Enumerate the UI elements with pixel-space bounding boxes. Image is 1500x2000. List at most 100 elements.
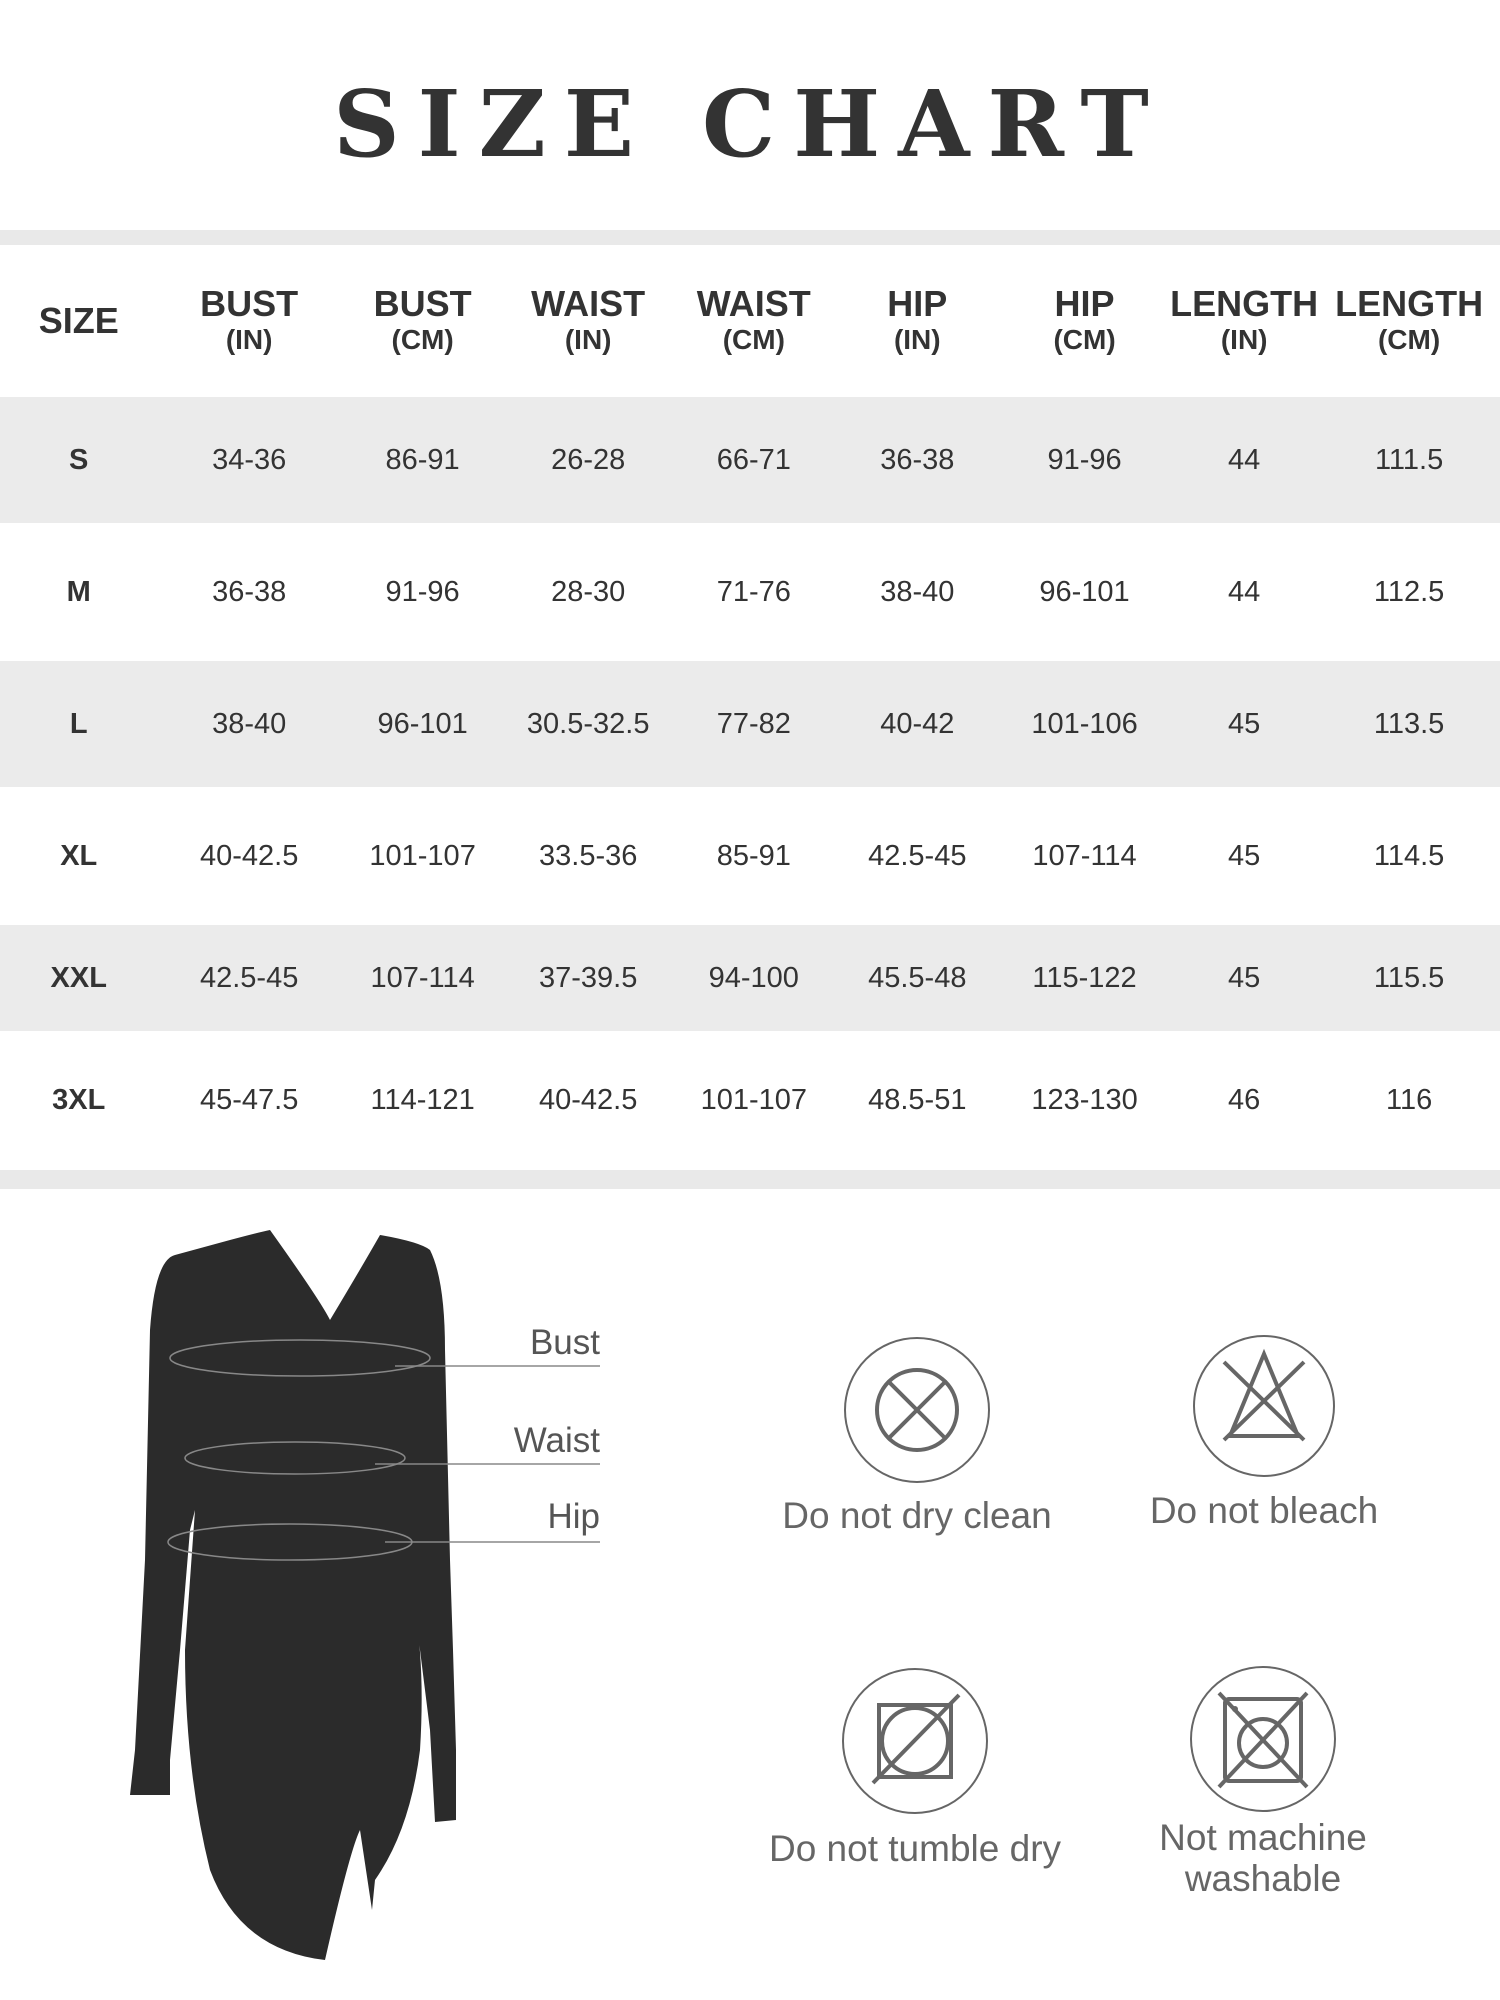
waist-guide bbox=[184, 1441, 406, 1475]
column-header-label: LENGTH bbox=[1335, 283, 1484, 324]
table-row: S 34-36 86-91 26-28 66-71 36-38 91-96 44 111.5 bbox=[0, 397, 1500, 523]
value-cell: 45-47.5 bbox=[199, 1084, 299, 1116]
value-cell: 111.5 bbox=[1318, 397, 1500, 523]
no-bleach-icon bbox=[1193, 1335, 1335, 1477]
value-cell: 45 bbox=[1170, 661, 1319, 787]
value-cell: 28-30 bbox=[551, 575, 626, 608]
column-header: LENGTH (IN) bbox=[1170, 245, 1318, 397]
value-cell: 71-76 bbox=[716, 575, 791, 608]
hip-label: Hip bbox=[547, 1497, 600, 1536]
size-cell: L bbox=[0, 661, 158, 787]
column-header-label: HIP bbox=[887, 283, 948, 324]
value-cell: 66-71 bbox=[671, 397, 836, 523]
value-cell: 91-96 bbox=[385, 575, 460, 608]
value-cell: 36-38 bbox=[212, 575, 287, 608]
value-cell: 45 bbox=[1228, 839, 1261, 872]
column-header-unit: (CM) bbox=[391, 324, 454, 355]
care-label-machine-wash: Not machine washable bbox=[1093, 1817, 1433, 1899]
value-cell: 38-40 bbox=[880, 575, 955, 608]
value-cell: 42.5-45 bbox=[157, 925, 341, 1031]
table-row: 3XL 45-47.5 114-121 40-42.5 101-107 48.5-51 12… bbox=[0, 1031, 1500, 1170]
column-header-unit: (IN) bbox=[893, 324, 941, 355]
column-header-label: BUST bbox=[373, 283, 472, 324]
value-cell: 91-96 bbox=[998, 397, 1171, 523]
column-header: BUST (CM) bbox=[341, 245, 505, 397]
value-cell: 101-106 bbox=[998, 661, 1171, 787]
size-cell: XL bbox=[60, 839, 98, 872]
value-cell: 115-122 bbox=[998, 925, 1171, 1031]
column-header-unit: (CM) bbox=[1053, 324, 1116, 355]
table-row: XL 40-42.5 101-107 33.5-36 85-91 42.5-45 107-1… bbox=[0, 787, 1500, 925]
size-cell: 3XL bbox=[52, 1084, 106, 1116]
value-cell: 96-101 bbox=[340, 661, 505, 787]
value-cell: 45.5-48 bbox=[835, 925, 999, 1031]
value-cell: 86-91 bbox=[340, 397, 505, 523]
value-cell: 30.5-32.5 bbox=[504, 661, 672, 787]
column-header-label: WAIST bbox=[531, 283, 646, 324]
table-row: L 38-40 96-101 30.5-32.5 77-82 40-42 101-106 45… bbox=[0, 661, 1500, 787]
table-row: M 36-38 91-96 28-30 71-76 38-40 96-101 44 112.5 bbox=[0, 523, 1500, 661]
value-cell: 96-101 bbox=[1039, 575, 1130, 608]
value-cell: 36-38 bbox=[835, 397, 999, 523]
no-machine-wash-icon bbox=[1190, 1666, 1336, 1812]
care-label-line2: washable bbox=[1184, 1858, 1342, 1899]
value-cell: 42.5-45 bbox=[868, 839, 967, 872]
column-header-label: LENGTH bbox=[1170, 283, 1319, 324]
column-header-unit: (IN) bbox=[564, 324, 612, 355]
value-cell: 113.5 bbox=[1318, 661, 1500, 787]
column-header-label: BUST bbox=[200, 283, 299, 324]
value-cell: 114.5 bbox=[1373, 839, 1445, 872]
value-cell: 44 bbox=[1170, 397, 1319, 523]
column-header: SIZE bbox=[38, 300, 119, 341]
size-cell: M bbox=[66, 575, 91, 608]
column-header-unit: (CM) bbox=[1377, 324, 1441, 355]
value-cell: 45 bbox=[1170, 925, 1319, 1031]
value-cell: 112.5 bbox=[1373, 575, 1445, 608]
divider bbox=[0, 1170, 1500, 1189]
column-header: LENGTH (CM) bbox=[1318, 245, 1500, 397]
dress-illustration bbox=[130, 1230, 600, 1960]
value-cell: 40-42 bbox=[835, 661, 999, 787]
bust-label: Bust bbox=[529, 1323, 600, 1362]
value-cell: 40-42.5 bbox=[199, 839, 299, 872]
table-header-row: SIZE BUST (IN) BUST (CM) WAIST (IN) WAIST (CM) HI… bbox=[0, 245, 1500, 397]
value-cell: 116 bbox=[1385, 1084, 1433, 1116]
column-header: BUST (IN) bbox=[157, 245, 340, 397]
value-cell: 77-82 bbox=[671, 661, 836, 787]
size-cell: XXL bbox=[0, 925, 158, 1031]
care-label-bleach: Do not bleach bbox=[1149, 1490, 1379, 1531]
column-header-unit: (IN) bbox=[1220, 324, 1268, 355]
care-label-dry-clean: Do not dry clean bbox=[782, 1495, 1052, 1536]
value-cell: 107-114 bbox=[340, 925, 505, 1031]
value-cell: 94-100 bbox=[671, 925, 836, 1031]
value-cell: 38-40 bbox=[157, 661, 341, 787]
value-cell: 85-91 bbox=[716, 839, 791, 872]
no-tumble-dry-icon bbox=[842, 1668, 988, 1814]
column-header: HIP (IN) bbox=[836, 245, 999, 397]
care-label-line1: Not machine bbox=[1159, 1817, 1367, 1858]
value-cell: 48.5-51 bbox=[868, 1084, 967, 1116]
value-cell: 101-107 bbox=[700, 1084, 808, 1116]
value-cell: 107-114 bbox=[1032, 839, 1137, 872]
column-header-label: HIP bbox=[1054, 283, 1115, 324]
column-header-unit: (CM) bbox=[722, 324, 785, 355]
bust-guide bbox=[169, 1339, 431, 1377]
dress-shape bbox=[130, 1230, 456, 1960]
column-header: WAIST (IN) bbox=[504, 245, 672, 397]
value-cell: 114-121 bbox=[370, 1084, 475, 1116]
column-header: WAIST (CM) bbox=[672, 245, 836, 397]
page-title: SIZE CHART bbox=[333, 70, 1167, 178]
value-cell: 123-130 bbox=[1031, 1084, 1138, 1116]
waist-label: Waist bbox=[513, 1421, 600, 1460]
value-cell: 34-36 bbox=[157, 397, 341, 523]
value-cell: 33.5-36 bbox=[539, 839, 638, 872]
size-table: SIZE BUST (IN) BUST (CM) WAIST (IN) WAIST (CM) HI… bbox=[0, 245, 1500, 1170]
column-header: HIP (CM) bbox=[999, 245, 1170, 397]
column-header-unit: (IN) bbox=[225, 324, 273, 355]
size-cell: S bbox=[0, 397, 158, 523]
value-cell: 46 bbox=[1228, 1084, 1261, 1116]
value-cell: 101-107 bbox=[369, 839, 476, 872]
table-row: XXL 42.5-45 107-114 37-39.5 94-100 45.5-48 115… bbox=[0, 925, 1500, 1031]
value-cell: 44 bbox=[1228, 575, 1261, 608]
value-cell: 26-28 bbox=[504, 397, 672, 523]
